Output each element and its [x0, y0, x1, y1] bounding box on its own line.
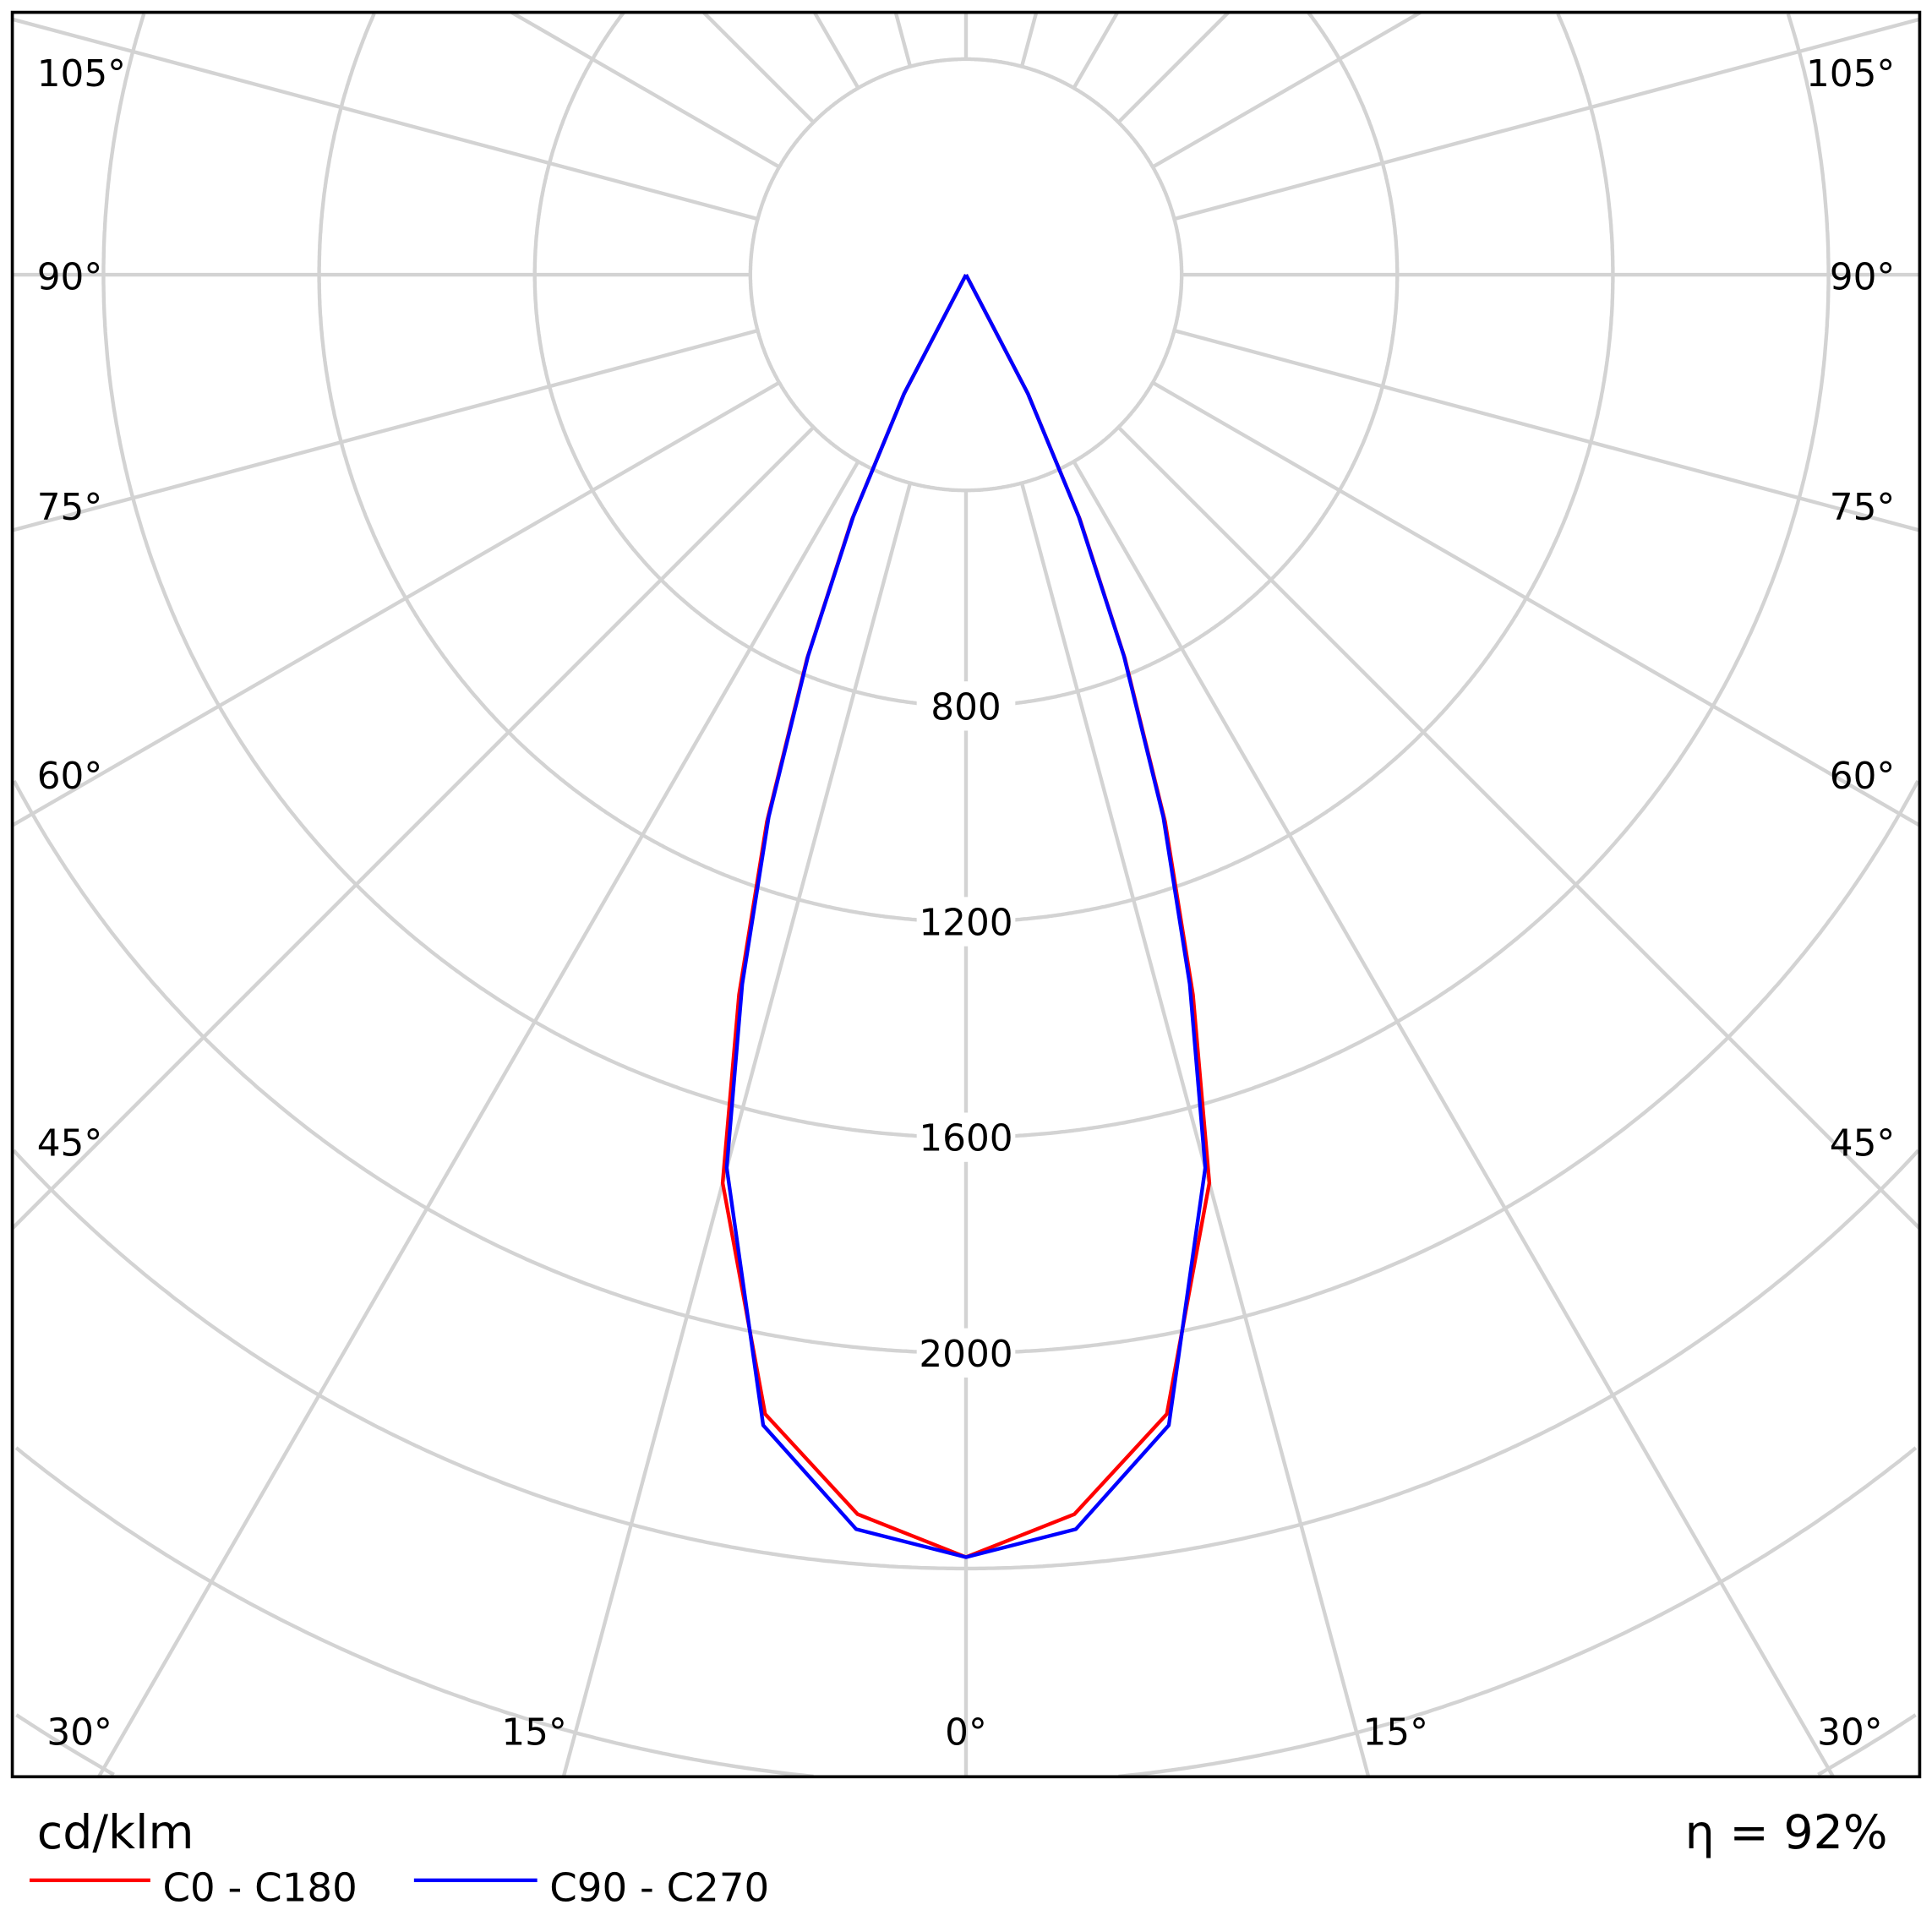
angle-label-bottom-left-30: 30°	[46, 1711, 112, 1754]
grid-spoke-240	[510, 12, 781, 169]
grid-spoke-330	[97, 460, 860, 1777]
grid-ring-3200	[15, 1713, 1917, 1776]
grid-spoke-45	[1116, 425, 1920, 1231]
angle-label-left-90: 90°	[37, 256, 103, 299]
radial-tick-labels: 800 1200 1600 2000	[916, 681, 1016, 1378]
radial-label-bg	[916, 897, 1016, 947]
grid-spoke-30	[1072, 460, 1835, 1777]
angle-label-left-75: 75°	[37, 486, 103, 529]
grid-spoke-345	[561, 482, 913, 1777]
radial-label-bg	[916, 1112, 1016, 1162]
grid-spoke-195	[893, 12, 913, 68]
grid-spoke-165	[1019, 12, 1039, 68]
angle-label-right-90: 90°	[1830, 256, 1896, 299]
grid-spoke-135	[1116, 12, 1231, 124]
polar-grid	[12, 12, 1920, 1777]
radial-label-bg	[916, 1328, 1016, 1378]
radial-tick-label: 1200	[919, 902, 1012, 945]
curves	[720, 274, 1212, 1559]
grid-ring-2000	[12, 779, 1920, 1355]
angle-label-right-75: 75°	[1830, 486, 1896, 529]
grid-spoke-105	[1173, 17, 1920, 221]
unit-label: cd/klm	[37, 1806, 194, 1860]
series-curve-1	[724, 274, 1208, 1559]
plot-frame	[10, 10, 1922, 1779]
grid-ring-2800	[14, 1446, 1918, 1777]
grid-spoke-60	[1151, 380, 1920, 827]
grid-spoke-210	[812, 12, 860, 90]
angle-label-right-60: 60°	[1830, 755, 1896, 798]
angle-label-right-45: 45°	[1830, 1122, 1896, 1165]
efficiency-label: η = 92%	[1685, 1806, 1888, 1860]
grid-spoke-300	[12, 380, 781, 827]
grid-ring-800	[532, 12, 1400, 708]
angle-label-right-105: 105°	[1806, 52, 1895, 96]
angle-label-left-45: 45°	[37, 1122, 103, 1165]
grid-spoke-120	[1151, 12, 1422, 169]
radial-tick-label: 800	[931, 685, 1001, 729]
angle-label-left-105: 105°	[37, 52, 126, 96]
radial-tick-label: 2000	[919, 1333, 1012, 1376]
grid-spoke-225	[701, 12, 816, 124]
legend-label-c90-c270: C90 - C270	[549, 1866, 769, 1912]
grid-spoke-255	[12, 17, 759, 221]
legend-label-c0-c180: C0 - C180	[162, 1866, 357, 1912]
grid-spoke-15	[1019, 482, 1371, 1777]
angle-label-bottom-right-30: 30°	[1817, 1711, 1882, 1754]
grid-ring-2400	[12, 1149, 1920, 1571]
radial-label-bg	[916, 681, 1016, 731]
angle-label-bottom-0: 0°	[945, 1711, 987, 1754]
legend: C0 - C180 C90 - C270	[29, 1866, 769, 1912]
radial-tick-label: 1600	[919, 1117, 1012, 1160]
grid-spoke-285	[12, 329, 759, 532]
angle-label-bottom-left-15: 15°	[501, 1711, 567, 1754]
grid-ring-1600	[101, 13, 1831, 1139]
angle-label-left-60: 60°	[37, 755, 103, 798]
angle-label-bottom-right-15: 15°	[1362, 1711, 1428, 1754]
grid-spoke-150	[1072, 12, 1120, 90]
grid-spoke-75	[1173, 329, 1920, 532]
grid-spoke-315	[12, 425, 816, 1231]
angle-labels: 105° 90° 75° 60° 45° 30° 15° 0° 15° 30° …	[37, 52, 1896, 1754]
